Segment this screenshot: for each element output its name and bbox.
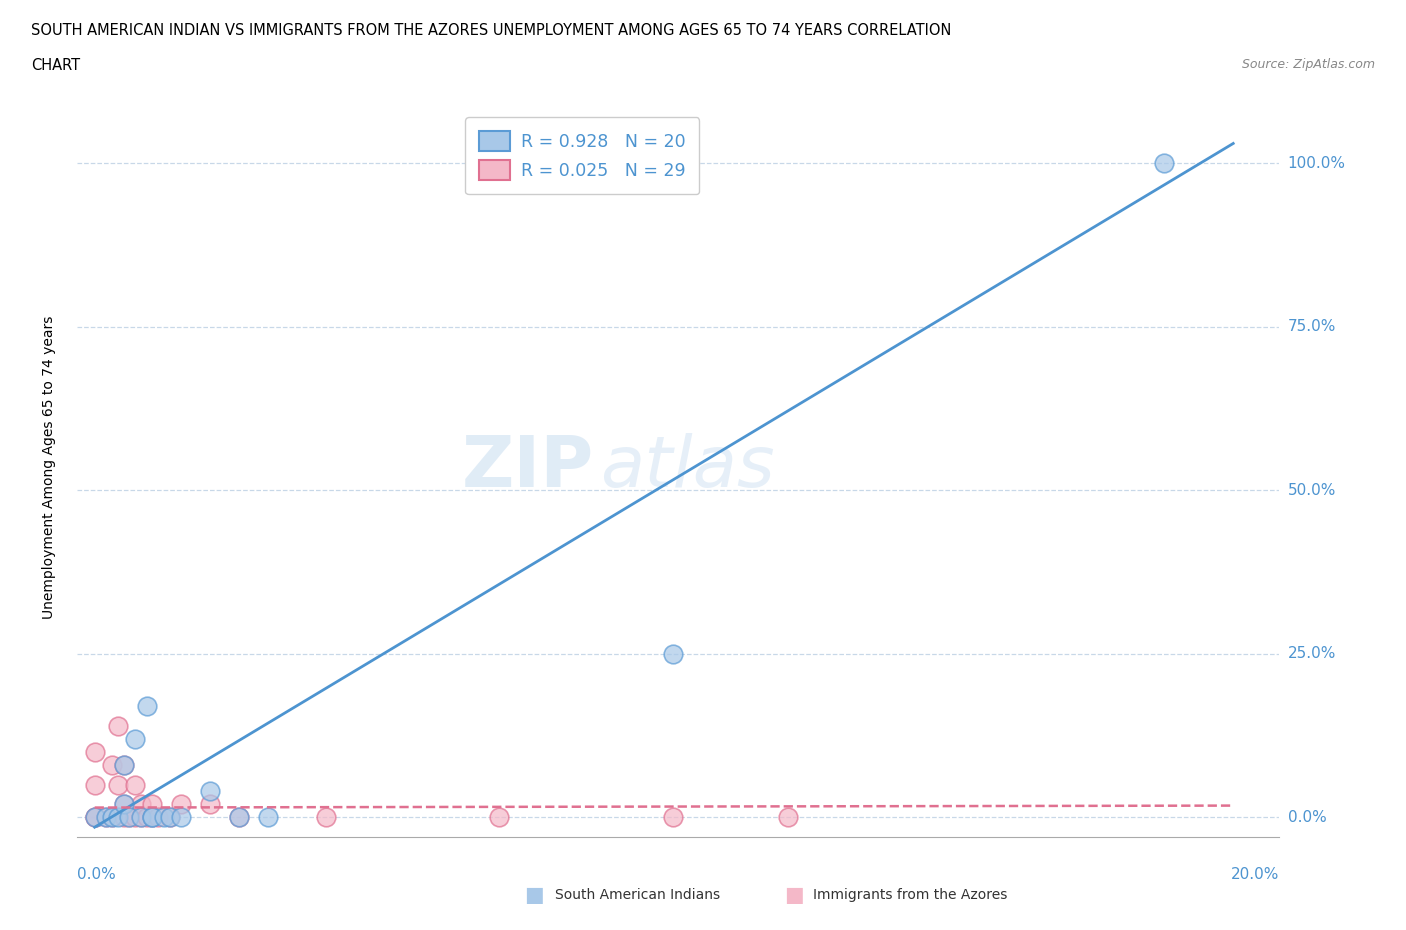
- Point: [228, 810, 250, 825]
- Point: [200, 797, 222, 812]
- Point: [96, 810, 118, 825]
- Point: [1153, 155, 1175, 170]
- Point: [101, 810, 124, 825]
- Point: [200, 784, 222, 799]
- Text: CHART: CHART: [31, 58, 80, 73]
- Point: [141, 810, 163, 825]
- Point: [129, 797, 152, 812]
- Y-axis label: Unemployment Among Ages 65 to 74 years: Unemployment Among Ages 65 to 74 years: [42, 315, 56, 619]
- Point: [101, 758, 124, 773]
- Point: [778, 810, 800, 825]
- Text: Source: ZipAtlas.com: Source: ZipAtlas.com: [1241, 58, 1375, 71]
- Point: [112, 758, 135, 773]
- Point: [159, 810, 181, 825]
- Point: [112, 797, 135, 812]
- Point: [228, 810, 250, 825]
- Text: 0.0%: 0.0%: [1288, 810, 1326, 825]
- Point: [315, 810, 337, 825]
- Point: [153, 810, 176, 825]
- Text: ZIP: ZIP: [463, 432, 595, 502]
- Point: [257, 810, 280, 825]
- Text: ■: ■: [524, 884, 544, 905]
- Point: [107, 718, 129, 733]
- Point: [170, 797, 193, 812]
- Point: [129, 810, 152, 825]
- Point: [124, 777, 146, 792]
- Point: [83, 810, 105, 825]
- Point: [112, 797, 135, 812]
- Text: 50.0%: 50.0%: [1288, 483, 1336, 498]
- Point: [141, 810, 163, 825]
- Point: [112, 758, 135, 773]
- Point: [83, 810, 105, 825]
- Point: [661, 646, 683, 661]
- Text: Immigrants from the Azores: Immigrants from the Azores: [813, 887, 1007, 902]
- Point: [118, 810, 141, 825]
- Point: [135, 810, 157, 825]
- Point: [141, 810, 163, 825]
- Point: [488, 810, 510, 825]
- Point: [141, 797, 163, 812]
- Text: 25.0%: 25.0%: [1288, 646, 1336, 661]
- Text: 20.0%: 20.0%: [1232, 867, 1279, 882]
- Point: [159, 810, 181, 825]
- Point: [112, 810, 135, 825]
- Point: [135, 698, 157, 713]
- Point: [83, 777, 105, 792]
- Point: [148, 810, 170, 825]
- Point: [83, 810, 105, 825]
- Text: South American Indians: South American Indians: [555, 887, 720, 902]
- Point: [107, 777, 129, 792]
- Point: [124, 731, 146, 746]
- Text: 100.0%: 100.0%: [1288, 155, 1346, 170]
- Point: [661, 810, 683, 825]
- Point: [118, 810, 141, 825]
- Text: SOUTH AMERICAN INDIAN VS IMMIGRANTS FROM THE AZORES UNEMPLOYMENT AMONG AGES 65 T: SOUTH AMERICAN INDIAN VS IMMIGRANTS FROM…: [31, 23, 952, 38]
- Point: [96, 810, 118, 825]
- Point: [124, 810, 146, 825]
- Text: 75.0%: 75.0%: [1288, 319, 1336, 334]
- Text: atlas: atlas: [600, 432, 775, 502]
- Text: 0.0%: 0.0%: [77, 867, 117, 882]
- Point: [101, 810, 124, 825]
- Point: [107, 810, 129, 825]
- Legend: R = 0.928   N = 20, R = 0.025   N = 29: R = 0.928 N = 20, R = 0.025 N = 29: [465, 117, 699, 194]
- Point: [83, 745, 105, 760]
- Point: [170, 810, 193, 825]
- Point: [129, 810, 152, 825]
- Text: ■: ■: [785, 884, 804, 905]
